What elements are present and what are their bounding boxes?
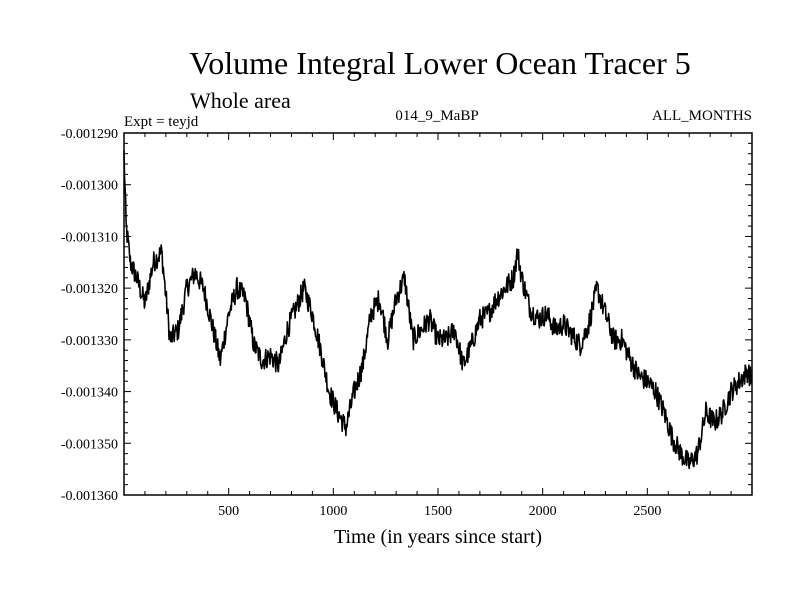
x-axis-ticks: 500 1000 1500 2000 2500 [144,133,732,519]
period-label: ALL_MONTHS [652,108,752,124]
x-axis-label: Time (in years since start) [334,526,542,548]
y-tick-label: -0.001360 [61,489,118,504]
x-tick-label: 2500 [633,504,661,519]
series-line [123,150,753,470]
chart-title: Volume Integral Lower Ocean Tracer 5 [189,45,690,81]
y-tick-label: -0.001320 [61,282,118,297]
y-tick-label: -0.001290 [61,127,118,142]
x-tick-label: 2000 [529,504,557,519]
x-tick-label: 1500 [424,504,452,519]
experiment-label: Expt = teyjd [124,114,199,130]
series-layer [123,150,753,470]
chart-subtitle: Whole area [190,88,291,113]
y-tick-label: -0.001340 [61,386,118,401]
y-tick-label: -0.001300 [61,179,118,194]
x-tick-label: 500 [218,504,239,519]
y-tick-label: -0.001310 [61,230,118,245]
x-tick-label: 1000 [319,504,347,519]
plot-frame [123,132,753,496]
y-axis-ticks: -0.001290 -0.001300 -0.001310 -0.001320 -0.0… [61,127,752,504]
y-tick-label: -0.001330 [61,334,118,349]
y-tick-label: -0.001350 [61,437,118,452]
run-label: 014_9_MaBP [395,108,478,124]
